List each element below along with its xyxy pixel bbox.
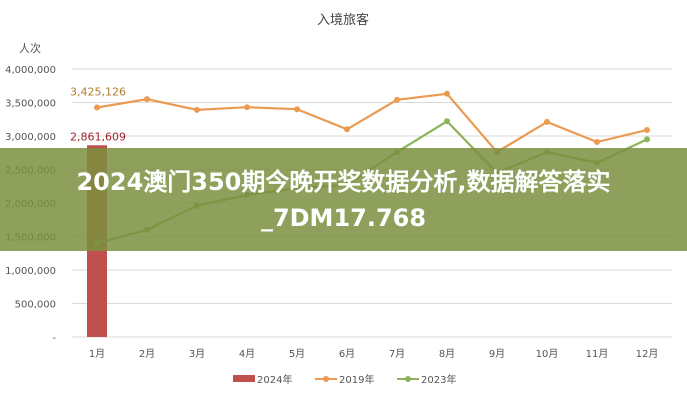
overlay-banner: 2024澳门350期今晚开奖数据分析,数据解答落实_7DM17.768 [0, 148, 687, 251]
data-point-2023年 [644, 136, 650, 143]
y-tick-label: 500,000 [15, 300, 56, 311]
x-tick-label: 6月 [339, 348, 355, 360]
x-tick-label: 9月 [489, 348, 505, 360]
y-axis-label: 人次 [19, 41, 41, 55]
x-tick-label: 10月 [536, 348, 559, 360]
x-tick-label: 5月 [289, 348, 305, 360]
data-point-2019年 [94, 104, 100, 111]
data-point-2019年 [394, 96, 400, 103]
x-tick-label: 11月 [586, 348, 609, 360]
data-point-2019年 [594, 139, 600, 146]
x-tick-label: 4月 [239, 348, 255, 360]
legend-marker [405, 376, 411, 382]
x-tick-label: 12月 [636, 348, 659, 360]
x-tick-label: 7月 [389, 348, 405, 360]
y-tick-label: 4,000,000 [5, 65, 56, 76]
data-point-2023年 [444, 118, 450, 125]
data-point-2019年 [544, 118, 550, 125]
legend-label: 2019年 [339, 373, 374, 386]
data-point-2019年 [644, 126, 650, 133]
data-point-2019年 [244, 104, 250, 111]
x-tick-label: 2月 [139, 348, 155, 360]
legend-swatch [233, 375, 255, 382]
data-point-2019年 [344, 126, 350, 133]
x-tick-label: 1月 [89, 348, 105, 360]
data-label: 2,861,609 [70, 130, 126, 143]
y-tick-label: 3,500,000 [5, 99, 56, 110]
data-point-2019年 [294, 106, 300, 113]
chart-title: 入境旅客 [317, 12, 369, 28]
y-tick-label: 3,000,000 [5, 132, 56, 143]
overlay-text: 2024澳门350期今晚开奖数据分析,数据解答落实_7DM17.768 [76, 167, 611, 232]
x-tick-label: 8月 [439, 348, 455, 360]
series-line-2019年 [96, 92, 648, 154]
legend-marker [323, 376, 329, 382]
data-label: 3,425,126 [70, 86, 126, 99]
data-point-2019年 [144, 96, 150, 103]
legend-label: 2024年 [257, 373, 292, 386]
legend-label: 2023年 [421, 373, 456, 386]
x-tick-label: 3月 [189, 348, 205, 360]
y-tick-label: 1,000,000 [5, 266, 56, 277]
y-tick-label: - [52, 333, 56, 344]
data-point-2019年 [194, 106, 200, 113]
data-point-2019年 [444, 90, 450, 97]
